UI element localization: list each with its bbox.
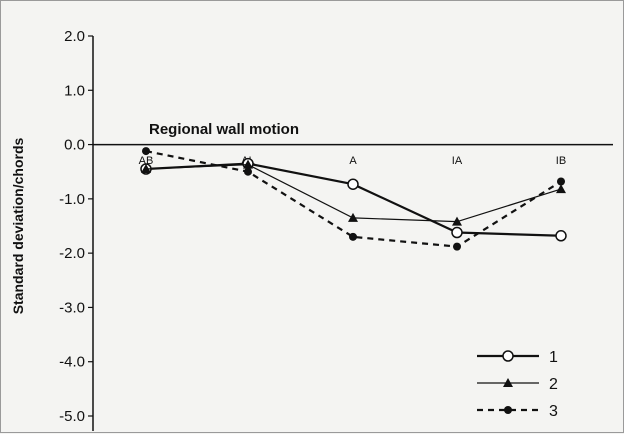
- data-point: [243, 159, 253, 169]
- y-tick-label: -2.0: [59, 245, 85, 262]
- data-point: [556, 184, 566, 194]
- legend-label: 2: [549, 376, 558, 393]
- y-tick-label: -1.0: [59, 191, 85, 208]
- y-axis-label: Standard deviation/chords: [10, 137, 26, 314]
- data-point: [453, 242, 461, 251]
- legend-label: 3: [549, 403, 558, 420]
- series-line: [145, 164, 562, 223]
- category-label: IA: [452, 155, 463, 167]
- series-2: [141, 159, 566, 226]
- legend-marker: [504, 406, 512, 414]
- data-point: [349, 232, 357, 241]
- series-3: [142, 147, 565, 251]
- data-point: [555, 230, 567, 242]
- legend-marker: [502, 350, 514, 362]
- data-point: [347, 178, 359, 190]
- data-point: [557, 177, 565, 186]
- data-point: [452, 216, 462, 226]
- chart-title: Regional wall motion: [149, 121, 299, 138]
- series-line: [145, 162, 562, 237]
- legend-marker: [503, 378, 513, 387]
- legend-label: 1: [549, 349, 558, 366]
- y-tick-label: -4.0: [59, 354, 85, 371]
- series-1: [140, 157, 567, 242]
- y-tick-label: -5.0: [59, 408, 85, 425]
- y-tick-label: 1.0: [64, 82, 85, 99]
- y-tick-label: 0.0: [64, 137, 85, 154]
- y-tick-label: 2.0: [64, 28, 85, 45]
- data-point: [244, 167, 252, 176]
- y-tick-label: -3.0: [59, 299, 85, 316]
- data-point: [348, 212, 358, 222]
- category-label: AB: [139, 155, 154, 167]
- data-point: [141, 164, 151, 173]
- series-line: [145, 150, 562, 248]
- data-point: [451, 226, 463, 239]
- category-label: IB: [556, 155, 566, 167]
- category-label: A: [349, 155, 357, 167]
- data-point: [142, 147, 150, 156]
